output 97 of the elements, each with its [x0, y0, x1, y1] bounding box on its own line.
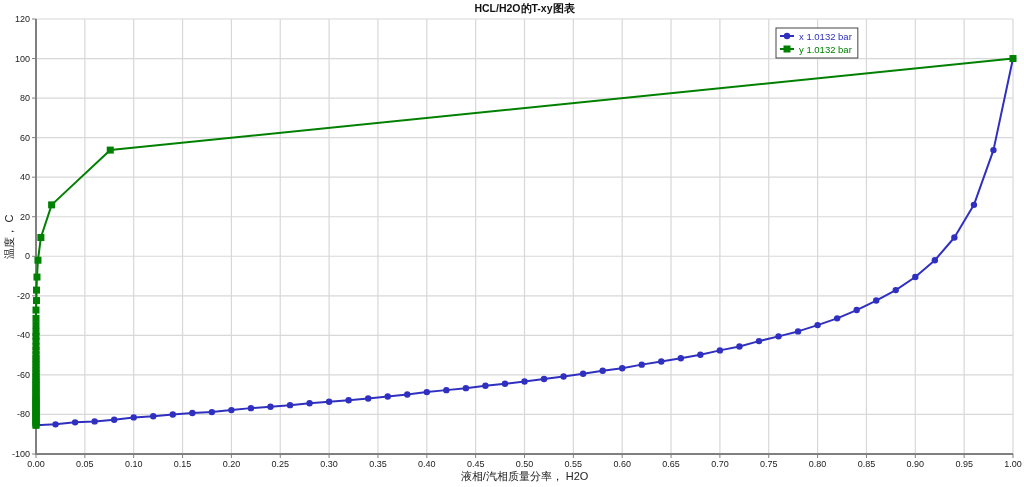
- point: [286, 401, 294, 409]
- point: [658, 358, 665, 365]
- point: [677, 355, 685, 362]
- point: [970, 201, 978, 209]
- point: [150, 413, 157, 420]
- point: [106, 146, 114, 154]
- x-tick-label: 0.80: [808, 459, 827, 469]
- x-tick-label: 0.90: [906, 459, 925, 469]
- point: [931, 257, 939, 264]
- y-tick-label: -100: [11, 449, 30, 459]
- point: [462, 384, 470, 392]
- y-axis-title: 温度， C: [3, 214, 15, 259]
- point: [37, 233, 45, 241]
- x-tick-label: 0.30: [320, 459, 338, 469]
- point: [71, 419, 79, 426]
- x-tick-label: 0.60: [613, 459, 631, 469]
- y-tick-label: 80: [19, 93, 30, 104]
- y-tick-label: 60: [19, 132, 30, 143]
- x-tick-label: 0.40: [418, 459, 436, 469]
- x-tick-label: 1.00: [1004, 459, 1022, 469]
- point: [130, 414, 137, 421]
- y-tick-label: 120: [14, 14, 30, 24]
- point: [364, 395, 372, 402]
- point: [33, 273, 41, 281]
- x-tick-label: 0.00: [27, 459, 45, 469]
- point: [32, 306, 40, 314]
- x-tick-label: 0.35: [369, 459, 387, 469]
- point: [501, 380, 509, 388]
- point: [48, 201, 56, 209]
- point: [619, 364, 626, 372]
- point: [306, 399, 313, 407]
- x-tick-label: 0.45: [466, 459, 485, 469]
- x-tick-label: 0.05: [76, 459, 94, 469]
- point: [912, 273, 919, 281]
- chart-title: HCL/H2O的T-xy图表: [474, 2, 576, 14]
- legend-label: y 1.0132 bar: [799, 43, 852, 55]
- point: [247, 404, 255, 412]
- point: [443, 386, 450, 394]
- point: [540, 375, 548, 383]
- point: [325, 398, 333, 405]
- point: [32, 321, 40, 329]
- x-tick-label: 0.15: [173, 459, 192, 469]
- point: [873, 297, 880, 304]
- point: [638, 361, 645, 368]
- x-tick-label: 0.55: [564, 459, 583, 469]
- y-tick-label: 0: [24, 251, 30, 262]
- point: [110, 416, 118, 423]
- y-tick-label: 20: [19, 211, 30, 222]
- y-tick-label: -40: [16, 330, 30, 341]
- point: [32, 297, 40, 305]
- point: [716, 347, 724, 354]
- y-tick-label: -80: [16, 409, 30, 420]
- point: [169, 411, 176, 418]
- point: [560, 373, 567, 380]
- point: [755, 337, 763, 345]
- point: [384, 393, 391, 400]
- x-tick-label: 0.50: [515, 459, 534, 469]
- point: [423, 388, 430, 396]
- point: [579, 370, 587, 377]
- point: [32, 314, 40, 322]
- point: [853, 306, 860, 314]
- point: [814, 321, 821, 329]
- point: [697, 351, 704, 358]
- point: [775, 333, 782, 340]
- point: [32, 286, 40, 294]
- x-tick-label: 0.75: [759, 459, 778, 469]
- y-tick-label: -60: [16, 369, 30, 380]
- x-tick-label: 0.85: [857, 459, 876, 469]
- point: [892, 286, 899, 294]
- x-tick-label: 0.65: [662, 459, 680, 469]
- point: [267, 403, 274, 410]
- x-tick-label: 0.10: [124, 459, 143, 469]
- point: [189, 409, 196, 417]
- point: [345, 397, 352, 404]
- point: [833, 315, 841, 322]
- x-tick-label: 0.20: [222, 459, 241, 469]
- legend-label: x 1.0132 bar: [799, 30, 852, 42]
- point: [404, 391, 411, 398]
- point: [228, 406, 235, 414]
- point: [52, 421, 59, 428]
- point: [482, 382, 489, 389]
- point: [34, 256, 42, 264]
- point: [951, 234, 958, 241]
- point: [208, 408, 216, 416]
- x-tick-label: 0.25: [271, 459, 290, 469]
- x-tick-label: 0.70: [711, 459, 729, 469]
- x-axis-title: 液相/汽相质量分率， H2O: [460, 470, 589, 482]
- y-tick-label: 40: [19, 172, 30, 183]
- point: [736, 343, 743, 350]
- x-tick-label: 0.95: [955, 459, 973, 469]
- point: [521, 378, 528, 385]
- y-tick-label: -20: [16, 290, 30, 301]
- point: [599, 367, 606, 374]
- point: [91, 418, 98, 425]
- y-tick-label: 100: [14, 53, 30, 64]
- point: [794, 328, 802, 335]
- point: [990, 146, 997, 154]
